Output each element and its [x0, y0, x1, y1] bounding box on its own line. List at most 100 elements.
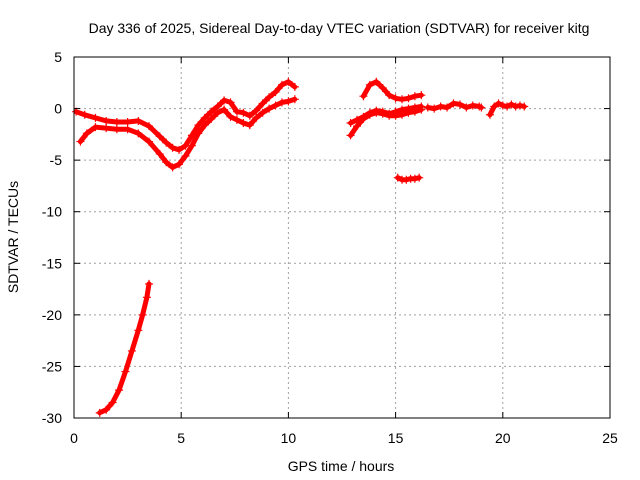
x-tick-label: 5 — [177, 430, 185, 446]
data-point — [391, 107, 400, 116]
data-point — [277, 80, 286, 89]
data-point — [391, 94, 400, 103]
data-point — [353, 115, 362, 124]
data-point — [91, 123, 100, 132]
data-point — [102, 116, 111, 125]
data-point — [232, 107, 241, 116]
data-point — [258, 108, 267, 117]
data-point — [220, 105, 229, 114]
data-point — [245, 121, 254, 130]
data-point — [404, 104, 413, 113]
series-trace — [360, 79, 424, 102]
data-point — [265, 93, 274, 102]
data-point — [462, 103, 471, 112]
data-point — [134, 116, 143, 125]
data-point — [449, 99, 458, 108]
data-point — [359, 112, 368, 121]
data-point — [252, 113, 261, 122]
plot-frame — [73, 56, 611, 419]
data-point — [498, 101, 507, 110]
data-point — [226, 112, 235, 121]
y-tick-label: 5 — [54, 49, 62, 65]
data-point — [385, 91, 394, 100]
series-arc-17-19 — [423, 99, 486, 113]
data-point — [417, 91, 426, 100]
grid — [74, 57, 610, 418]
data-point — [346, 131, 355, 140]
data-point — [207, 107, 216, 116]
series-arc-14-loop — [359, 77, 426, 104]
y-tick-label: -5 — [50, 152, 63, 168]
data-point — [265, 104, 274, 113]
data-point — [393, 173, 402, 182]
data-point — [415, 173, 424, 182]
data-point — [115, 386, 124, 395]
data-point — [455, 100, 464, 109]
series-arc-13-16-upper — [346, 102, 426, 128]
data-point — [410, 174, 419, 183]
data-point — [258, 99, 267, 108]
data-point — [468, 101, 477, 110]
data-point — [417, 102, 426, 111]
data-point — [271, 88, 280, 97]
data-point — [410, 103, 419, 112]
data-point — [80, 110, 89, 119]
x-tick-label: 15 — [388, 430, 404, 446]
data-point — [200, 121, 209, 130]
series-main-band-lower — [76, 95, 299, 172]
data-point — [507, 100, 516, 109]
data-point — [112, 125, 121, 134]
series-arc-19-21 — [485, 99, 529, 119]
data-point — [398, 105, 407, 114]
data-point — [239, 108, 248, 117]
data-point — [162, 138, 171, 147]
data-point — [290, 95, 299, 104]
data-point — [168, 163, 177, 172]
data-point — [436, 102, 445, 111]
data-point — [365, 108, 374, 117]
data-point — [443, 103, 452, 112]
data-point — [134, 326, 143, 335]
data-point — [127, 346, 136, 355]
x-tick-label: 10 — [281, 430, 297, 446]
data-point — [194, 129, 203, 138]
data-point — [187, 141, 196, 150]
y-axis-label: SDTVAR / TECUs — [5, 181, 21, 293]
data-point — [162, 158, 171, 167]
data-point — [232, 115, 241, 124]
series-trace — [97, 281, 152, 416]
data-point — [252, 106, 261, 115]
data-point — [102, 124, 111, 133]
data-point — [372, 106, 381, 115]
data-point — [207, 114, 216, 123]
data-point — [108, 398, 117, 407]
data-point — [402, 175, 411, 184]
data-point — [155, 149, 164, 158]
data-point — [290, 82, 299, 91]
data-series — [72, 77, 529, 417]
y-tick-label: 0 — [54, 101, 62, 117]
data-point — [520, 102, 529, 111]
series-arc-15-7 — [393, 173, 424, 184]
data-point — [423, 103, 432, 112]
y-tick-label: -10 — [42, 204, 62, 220]
data-point — [123, 117, 132, 126]
data-point — [378, 107, 387, 116]
data-point — [82, 129, 91, 138]
data-point — [284, 97, 293, 106]
data-point — [485, 110, 494, 119]
data-point — [121, 367, 130, 376]
data-point — [175, 145, 184, 154]
data-point — [138, 310, 147, 319]
data-point — [213, 108, 222, 117]
data-point — [91, 113, 100, 122]
data-point — [398, 95, 407, 104]
data-point — [365, 80, 374, 89]
data-point — [385, 109, 394, 118]
data-point — [372, 77, 381, 86]
data-point — [359, 92, 368, 101]
data-point — [284, 77, 293, 86]
data-point — [346, 119, 355, 128]
data-point — [494, 99, 503, 108]
